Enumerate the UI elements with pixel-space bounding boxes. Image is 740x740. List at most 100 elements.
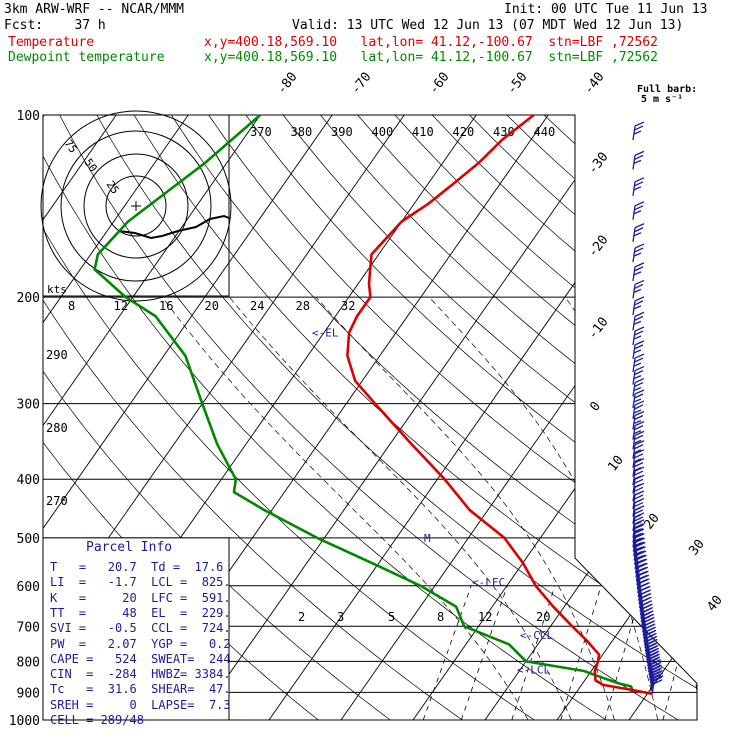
hodograph-kts-label: kts [47, 283, 67, 296]
dry-adiabat-line [431, 115, 697, 720]
wind-barb [632, 389, 645, 409]
hodograph-ring-label: 25 [104, 178, 122, 196]
dry-adiabat-line [581, 115, 697, 720]
wind-barb [632, 201, 645, 220]
isotherm-label: -80 [274, 70, 300, 98]
isotherm-label: -50 [504, 70, 530, 98]
mixing-ratio-label: 8 [437, 610, 444, 624]
hodograph-speed-tick: 32 [341, 299, 355, 313]
parcel-info-line: CELL = 289/48 [50, 713, 144, 727]
mixing-ratio-line [511, 585, 556, 720]
dewpoint-profile-line [93, 114, 634, 693]
pressure-label: 900 [17, 686, 40, 701]
hodograph-trace [117, 214, 230, 240]
temperature-location-info: x,y=400.18,569.10 lat,lon= 41.12,-100.67… [204, 35, 658, 50]
pressure-label: 500 [17, 532, 40, 547]
isotherm-label: 0 [587, 399, 604, 414]
parcel-info-line: T = 20.7 Td = 17.6 [50, 560, 224, 574]
pressure-label: 300 [17, 398, 40, 413]
wind-barb [632, 311, 645, 331]
wind-barb [632, 121, 645, 141]
mixing-ratio-line [460, 585, 508, 720]
hodograph-speed-tick: 8 [68, 299, 75, 313]
parcel-info-line: LI = -1.7 LCL = 825. [50, 575, 231, 590]
wind-barb [632, 533, 645, 552]
mixing-ratio-label: 12 [478, 610, 492, 624]
mixing-ratio-line [560, 585, 602, 720]
barb-legend-title: Full barb: [637, 84, 698, 95]
moist-adiabat-line [315, 296, 615, 720]
dry-adiabat-line [96, 115, 697, 720]
dry-adiabat-line [618, 115, 697, 720]
dry-adiabat-line [282, 115, 697, 720]
init-time: Init: 00 UTC Tue 11 Jun 13 [504, 2, 708, 17]
hodograph-origin [131, 201, 141, 211]
pressure-label: 100 [17, 109, 40, 124]
hodograph-ring [83, 153, 189, 259]
forecast-hour: Fcst: 37 h [4, 18, 106, 33]
hodograph-ring [105, 175, 167, 237]
pressure-label: 800 [17, 655, 40, 670]
parcel-info-line: SVI = -0.5 CCL = 724. [50, 621, 231, 636]
dry-adiabat-line [133, 115, 697, 720]
wind-barb [632, 223, 645, 242]
isotherm-label: 40 [704, 593, 725, 615]
isotherm-line [556, 115, 697, 720]
hodograph-speed-tick: 16 [159, 299, 173, 313]
isotherm-label: -20 [585, 233, 611, 261]
mixing-ratio-line [604, 585, 643, 720]
wind-barb [651, 675, 664, 694]
level-annotation: <-LFC [472, 576, 505, 589]
wind-barb [632, 430, 645, 450]
hodograph-ring [60, 130, 212, 282]
wind-barb [632, 440, 645, 459]
level-annotation: <-EL [312, 327, 339, 340]
isotherm-line [43, 115, 261, 720]
pressure-label: 600 [17, 580, 40, 595]
theta-label: 390 [331, 125, 353, 139]
hodograph-speed-tick: 12 [114, 299, 128, 313]
wind-barb [632, 353, 645, 373]
isotherm-label: 10 [605, 453, 626, 475]
dry-adiabat-line [245, 115, 697, 720]
parcel-info-line: CIN = -284 HWBZ= 3384. [50, 667, 231, 682]
isotherm-label: 30 [686, 537, 707, 559]
wind-barb [632, 340, 645, 359]
isotherm-line [268, 115, 693, 720]
barb-legend-value: 5 m s⁻¹ [641, 94, 684, 105]
mixing-ratio-label: 3 [337, 610, 344, 624]
theta-e-label: 270 [46, 494, 68, 508]
pressure-label: 1000 [9, 714, 40, 729]
parcel-info-box [42, 537, 230, 721]
moist-adiabat-line [162, 296, 529, 720]
theta-label: 370 [250, 125, 272, 139]
theta-e-label: 290 [46, 348, 68, 362]
mixing-ratio-line [422, 585, 472, 720]
pressure-label: 200 [17, 291, 40, 306]
wind-barb [632, 400, 645, 420]
wind-barb [632, 377, 645, 397]
parcel-info-title: Parcel Info [86, 540, 173, 555]
dry-adiabat-line [320, 115, 697, 720]
mixing-ratio-label: 5 [388, 610, 395, 624]
theta-label: 380 [291, 125, 313, 139]
wind-barb [632, 449, 645, 468]
parcel-info-line: K = 20 LFC = 591. [50, 590, 231, 605]
dry-adiabat-line [43, 115, 535, 720]
wind-barb [632, 150, 645, 170]
wind-barb [632, 365, 645, 385]
isotherm-label: -40 [581, 70, 607, 98]
wind-barb [632, 421, 645, 440]
hodograph-speed-tick: 24 [250, 299, 264, 313]
theta-e-label: 280 [46, 421, 68, 435]
wind-barb [632, 177, 645, 196]
level-annotation: <-LCL [517, 663, 550, 676]
wind-barb [632, 279, 645, 299]
hodograph-speed-tick: 20 [205, 299, 219, 313]
isotherm-line [43, 115, 117, 720]
isotherm-label: -10 [585, 315, 611, 343]
parcel-info-line: CAPE = 524 SWEAT= 244 [50, 651, 231, 666]
isotherm-line [701, 115, 740, 720]
hodograph-ring-label: 75 [62, 137, 80, 155]
